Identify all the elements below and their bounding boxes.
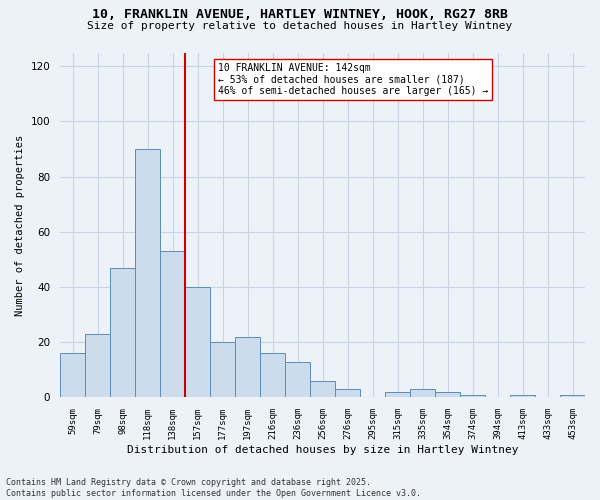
Bar xyxy=(435,392,460,398)
Bar xyxy=(285,362,310,398)
Bar xyxy=(110,268,135,398)
Bar xyxy=(185,287,210,398)
Bar xyxy=(210,342,235,398)
Text: 10 FRANKLIN AVENUE: 142sqm
← 53% of detached houses are smaller (187)
46% of sem: 10 FRANKLIN AVENUE: 142sqm ← 53% of deta… xyxy=(218,63,488,96)
Bar xyxy=(310,381,335,398)
Bar xyxy=(460,394,485,398)
Text: Contains HM Land Registry data © Crown copyright and database right 2025.
Contai: Contains HM Land Registry data © Crown c… xyxy=(6,478,421,498)
Bar xyxy=(410,389,435,398)
Bar xyxy=(510,394,535,398)
Text: 10, FRANKLIN AVENUE, HARTLEY WINTNEY, HOOK, RG27 8RB: 10, FRANKLIN AVENUE, HARTLEY WINTNEY, HO… xyxy=(92,8,508,20)
Y-axis label: Number of detached properties: Number of detached properties xyxy=(15,134,25,316)
Bar xyxy=(135,149,160,398)
Bar xyxy=(385,392,410,398)
Bar xyxy=(335,389,360,398)
Bar xyxy=(235,337,260,398)
Bar xyxy=(260,354,285,398)
Bar xyxy=(60,354,85,398)
Bar xyxy=(160,251,185,398)
Bar xyxy=(560,394,585,398)
X-axis label: Distribution of detached houses by size in Hartley Wintney: Distribution of detached houses by size … xyxy=(127,445,518,455)
Bar xyxy=(85,334,110,398)
Text: Size of property relative to detached houses in Hartley Wintney: Size of property relative to detached ho… xyxy=(88,21,512,31)
